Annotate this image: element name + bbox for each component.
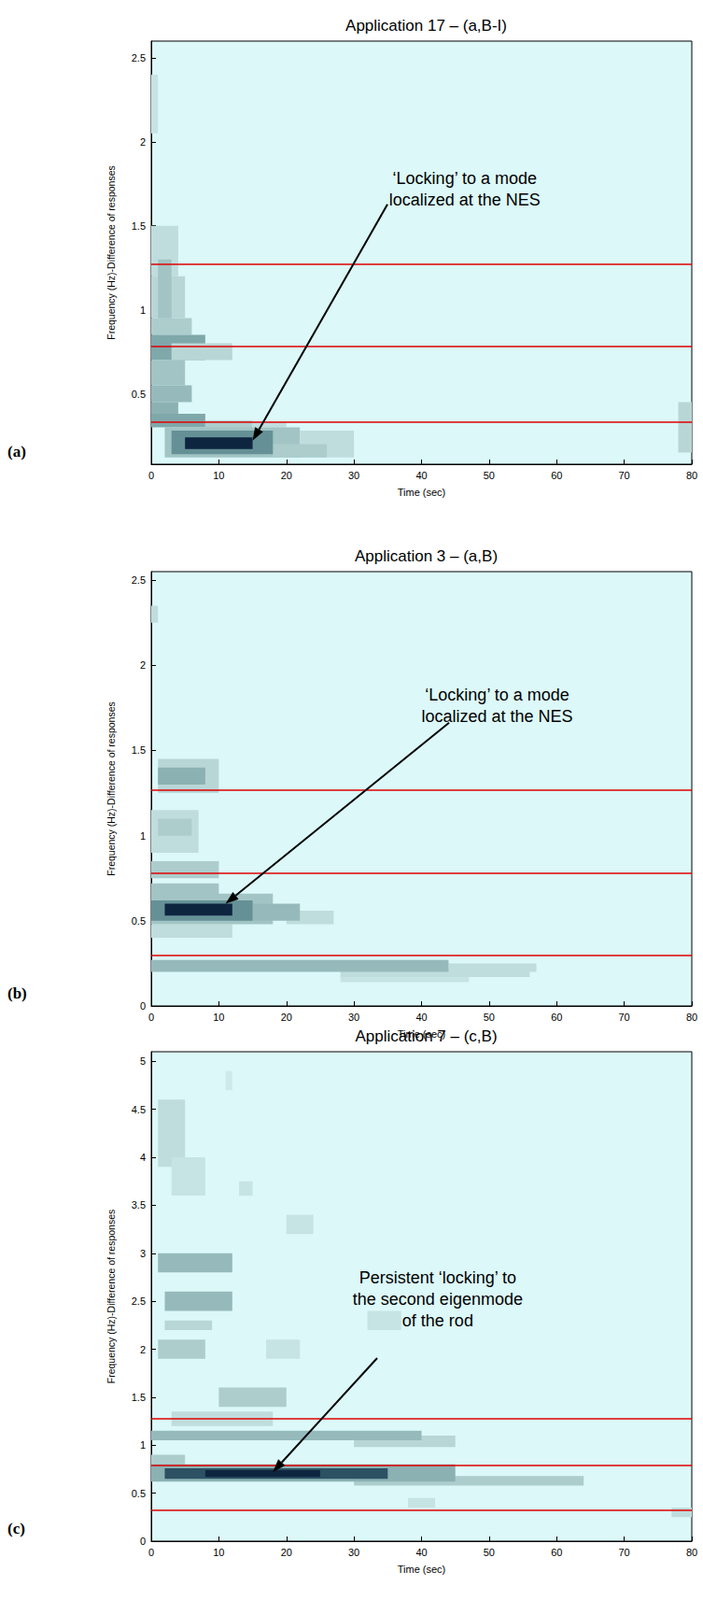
svg-text:30: 30 — [348, 1546, 360, 1558]
svg-text:4.5: 4.5 — [131, 1103, 146, 1115]
svg-text:80: 80 — [686, 1011, 698, 1023]
svg-text:0: 0 — [140, 999, 146, 1012]
svg-text:20: 20 — [281, 469, 293, 481]
svg-text:1: 1 — [140, 829, 146, 842]
svg-text:2: 2 — [140, 136, 146, 148]
svg-text:50: 50 — [483, 1011, 495, 1023]
svg-text:60: 60 — [550, 1011, 563, 1023]
svg-text:60: 60 — [550, 469, 563, 481]
svg-text:20: 20 — [281, 1546, 293, 1558]
svg-text:40: 40 — [415, 1011, 427, 1023]
svg-text:10: 10 — [212, 469, 225, 481]
svg-text:3.5: 3.5 — [131, 1198, 146, 1210]
svg-text:of the rod: of the rod — [402, 1310, 474, 1330]
svg-text:Time (sec): Time (sec) — [397, 1562, 447, 1575]
svg-text:70: 70 — [618, 469, 631, 481]
svg-text:the second eigenmode: the second eigenmode — [352, 1289, 523, 1308]
svg-text:40: 40 — [415, 469, 427, 481]
svg-text:50: 50 — [483, 1546, 495, 1558]
svg-text:2.5: 2.5 — [131, 1294, 146, 1307]
svg-text:0.5: 0.5 — [131, 1487, 146, 1499]
svg-text:2.5: 2.5 — [131, 52, 146, 64]
svg-text:Frequency (Hz)-Difference of r: Frequency (Hz)-Difference of responses — [105, 1209, 117, 1384]
svg-text:1.5: 1.5 — [131, 220, 146, 232]
svg-text:0: 0 — [148, 469, 155, 481]
svg-text:(b): (b) — [7, 984, 28, 1002]
svg-text:10: 10 — [212, 1546, 225, 1558]
svg-text:30: 30 — [348, 469, 360, 481]
svg-text:30: 30 — [348, 1011, 360, 1023]
svg-text:40: 40 — [415, 1546, 427, 1558]
svg-text:0.5: 0.5 — [131, 914, 146, 927]
svg-text:10: 10 — [212, 1011, 225, 1023]
svg-text:50: 50 — [483, 469, 495, 481]
svg-text:localized at the NES: localized at the NES — [389, 190, 541, 210]
svg-text:2: 2 — [140, 659, 146, 671]
svg-text:Frequency (Hz)-Difference of r: Frequency (Hz)-Difference of responses — [105, 165, 117, 340]
svg-text:Time (sec): Time (sec) — [397, 486, 447, 498]
svg-text:Application 17 – (a,B-I): Application 17 – (a,B-I) — [345, 16, 507, 35]
svg-text:0: 0 — [140, 1534, 146, 1547]
svg-text:(c): (c) — [7, 1518, 26, 1537]
svg-text:‘Locking’ to a mode: ‘Locking’ to a mode — [424, 685, 569, 704]
svg-text:2.5: 2.5 — [131, 574, 146, 586]
svg-text:1.5: 1.5 — [131, 1391, 146, 1403]
svg-text:1: 1 — [140, 1438, 146, 1450]
svg-text:80: 80 — [686, 469, 698, 481]
svg-text:localized at the NES: localized at the NES — [421, 706, 574, 726]
svg-text:5: 5 — [140, 1054, 146, 1067]
svg-text:3: 3 — [140, 1247, 146, 1259]
svg-text:80: 80 — [686, 1546, 698, 1558]
svg-text:4: 4 — [140, 1151, 146, 1163]
svg-text:0: 0 — [148, 1546, 155, 1558]
svg-text:0.5: 0.5 — [131, 388, 146, 400]
svg-text:0: 0 — [148, 1011, 155, 1023]
svg-text:Persistent ‘locking’ to: Persistent ‘locking’ to — [359, 1267, 517, 1287]
svg-text:Application 7 – (c,B): Application 7 – (c,B) — [354, 1026, 497, 1045]
svg-text:Frequency (Hz)-Difference of r: Frequency (Hz)-Difference of responses — [105, 701, 117, 876]
svg-text:1.5: 1.5 — [131, 744, 146, 756]
svg-text:60: 60 — [550, 1546, 563, 1558]
svg-text:Application 3 – (a,B): Application 3 – (a,B) — [354, 547, 498, 565]
svg-text:(a): (a) — [7, 442, 27, 461]
svg-text:1: 1 — [140, 304, 146, 316]
svg-text:70: 70 — [618, 1011, 631, 1023]
svg-text:‘Locking’ to a mode: ‘Locking’ to a mode — [393, 168, 537, 188]
svg-text:2: 2 — [140, 1343, 146, 1355]
svg-text:20: 20 — [281, 1011, 293, 1023]
svg-text:70: 70 — [618, 1546, 631, 1558]
